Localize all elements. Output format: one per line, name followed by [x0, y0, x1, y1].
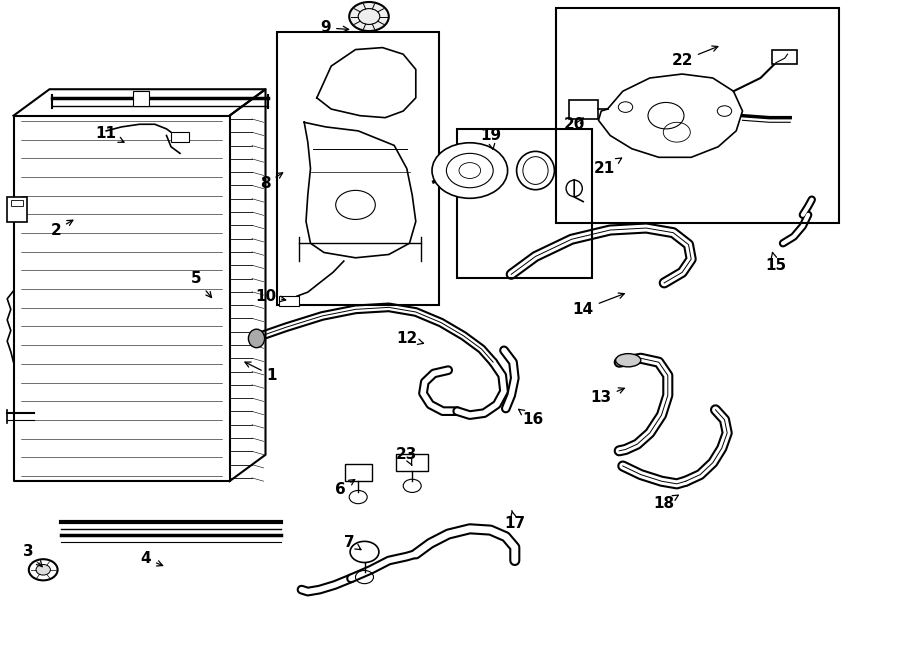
Ellipse shape: [616, 354, 641, 367]
Text: 9: 9: [320, 20, 348, 35]
Circle shape: [349, 2, 389, 31]
Text: 1: 1: [245, 362, 277, 383]
Bar: [569, 100, 598, 119]
Bar: [772, 50, 797, 64]
Text: 22: 22: [671, 46, 718, 68]
Text: 18: 18: [653, 495, 679, 511]
Text: 10: 10: [255, 289, 285, 303]
Bar: [345, 464, 372, 481]
Text: 6: 6: [335, 479, 355, 496]
Text: 4: 4: [140, 551, 163, 566]
Ellipse shape: [248, 329, 265, 348]
Text: 5: 5: [191, 272, 211, 297]
Text: 3: 3: [23, 545, 42, 566]
Bar: [457, 129, 592, 278]
Bar: [133, 91, 149, 106]
Polygon shape: [317, 48, 416, 118]
Circle shape: [29, 559, 58, 580]
Text: 16: 16: [518, 409, 544, 427]
Text: 11: 11: [95, 126, 124, 142]
Bar: [279, 296, 299, 306]
Bar: [171, 132, 189, 142]
Bar: [11, 200, 23, 206]
Text: 15: 15: [765, 253, 787, 273]
Text: 23: 23: [396, 447, 418, 465]
Circle shape: [432, 143, 508, 198]
Text: 14: 14: [572, 293, 625, 317]
Text: 7: 7: [344, 535, 361, 550]
Bar: [556, 8, 839, 223]
Text: 21: 21: [594, 158, 622, 176]
Text: 8: 8: [260, 173, 283, 191]
Text: 13: 13: [590, 388, 625, 405]
Bar: [7, 197, 27, 222]
Polygon shape: [304, 122, 416, 258]
Circle shape: [350, 541, 379, 563]
Circle shape: [36, 564, 50, 575]
Polygon shape: [598, 74, 742, 157]
Text: 12: 12: [396, 331, 424, 346]
Text: 17: 17: [504, 510, 526, 531]
Bar: [277, 32, 439, 305]
Text: 20: 20: [563, 117, 585, 132]
Text: 2: 2: [50, 220, 73, 237]
Bar: [396, 454, 428, 471]
Text: 19: 19: [480, 128, 501, 149]
